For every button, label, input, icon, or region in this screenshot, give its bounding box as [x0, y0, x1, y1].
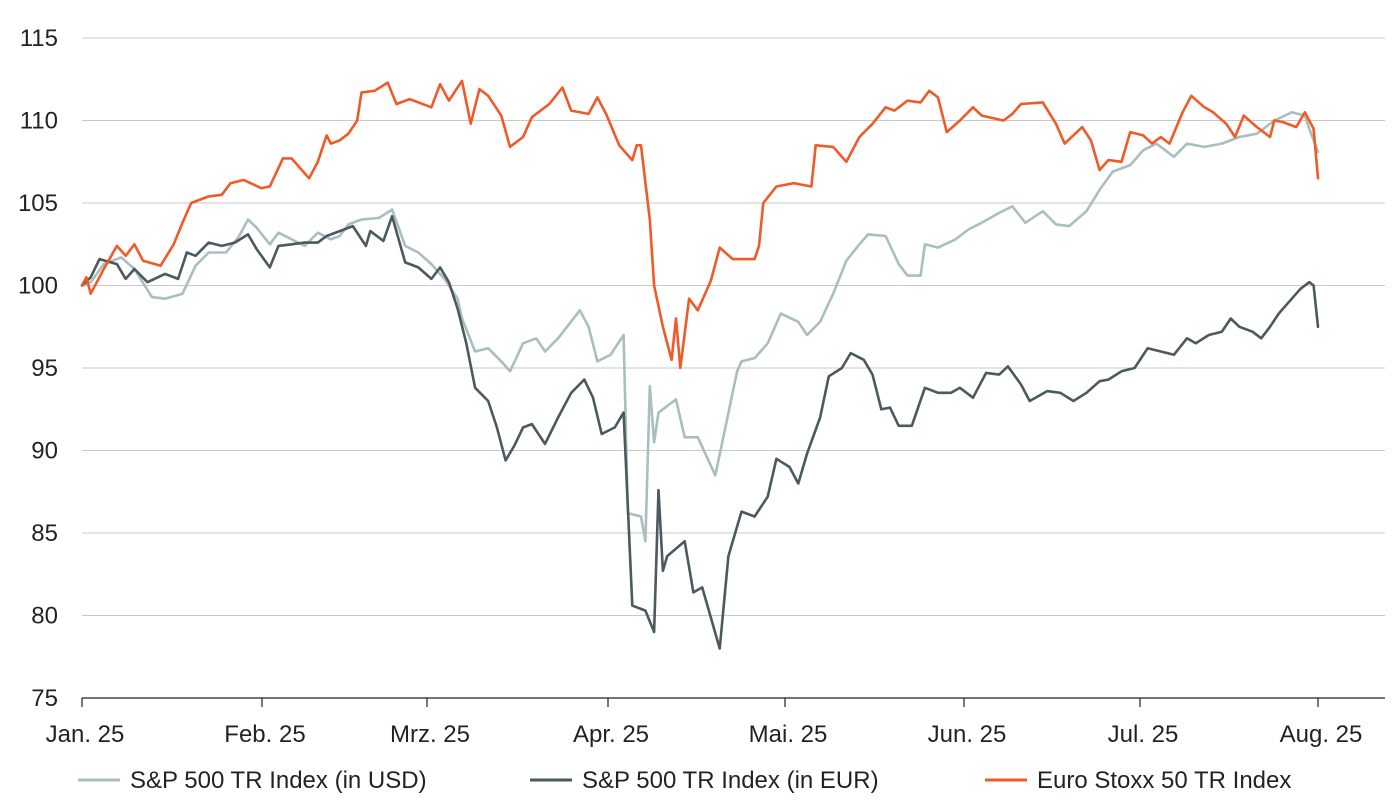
x-tick-label: Aug. 25: [1280, 721, 1363, 748]
legend-label: S&P 500 TR Index (in EUR): [582, 767, 879, 794]
x-tick-label: Mrz. 25: [390, 721, 470, 748]
y-tick-label: 110: [20, 108, 58, 135]
series-line-2: [80, 214, 1320, 650]
y-tick-label: 80: [31, 603, 58, 630]
y-tick-label: 115: [20, 25, 58, 52]
x-tick-label: Feb. 25: [224, 721, 305, 748]
y-tick-label: 95: [31, 355, 58, 382]
x-tick-label: Jul. 25: [1108, 721, 1179, 748]
y-tick-label: 75: [31, 685, 58, 712]
gridlines: [82, 37, 1385, 616]
x-axis: Jan. 25 Feb. 25 Mrz. 25 Apr. 25 Mai. 25 Jun. …: [46, 697, 1385, 748]
y-tick-label: 105: [18, 190, 58, 217]
series-lines: [80, 79, 1320, 650]
legend: S&P 500 TR Index (in USD) S&P 500 TR Inde…: [78, 767, 1291, 794]
x-tick-label: Jun. 25: [928, 721, 1007, 748]
x-tick-label: Mai. 25: [749, 721, 828, 748]
y-axis: 115 110 105 100 95 90 85 80 75: [18, 25, 58, 712]
legend-label: S&P 500 TR Index (in USD): [130, 767, 427, 794]
y-tick-label: 85: [31, 520, 58, 547]
x-tick-label: Apr. 25: [573, 721, 649, 748]
legend-label: Euro Stoxx 50 TR Index: [1037, 767, 1291, 794]
series-line-3: [80, 79, 1320, 370]
series-line-1: [80, 111, 1320, 543]
y-tick-label: 90: [31, 438, 58, 465]
y-tick-label: 100: [18, 273, 58, 300]
x-tick-label: Jan. 25: [46, 721, 125, 748]
